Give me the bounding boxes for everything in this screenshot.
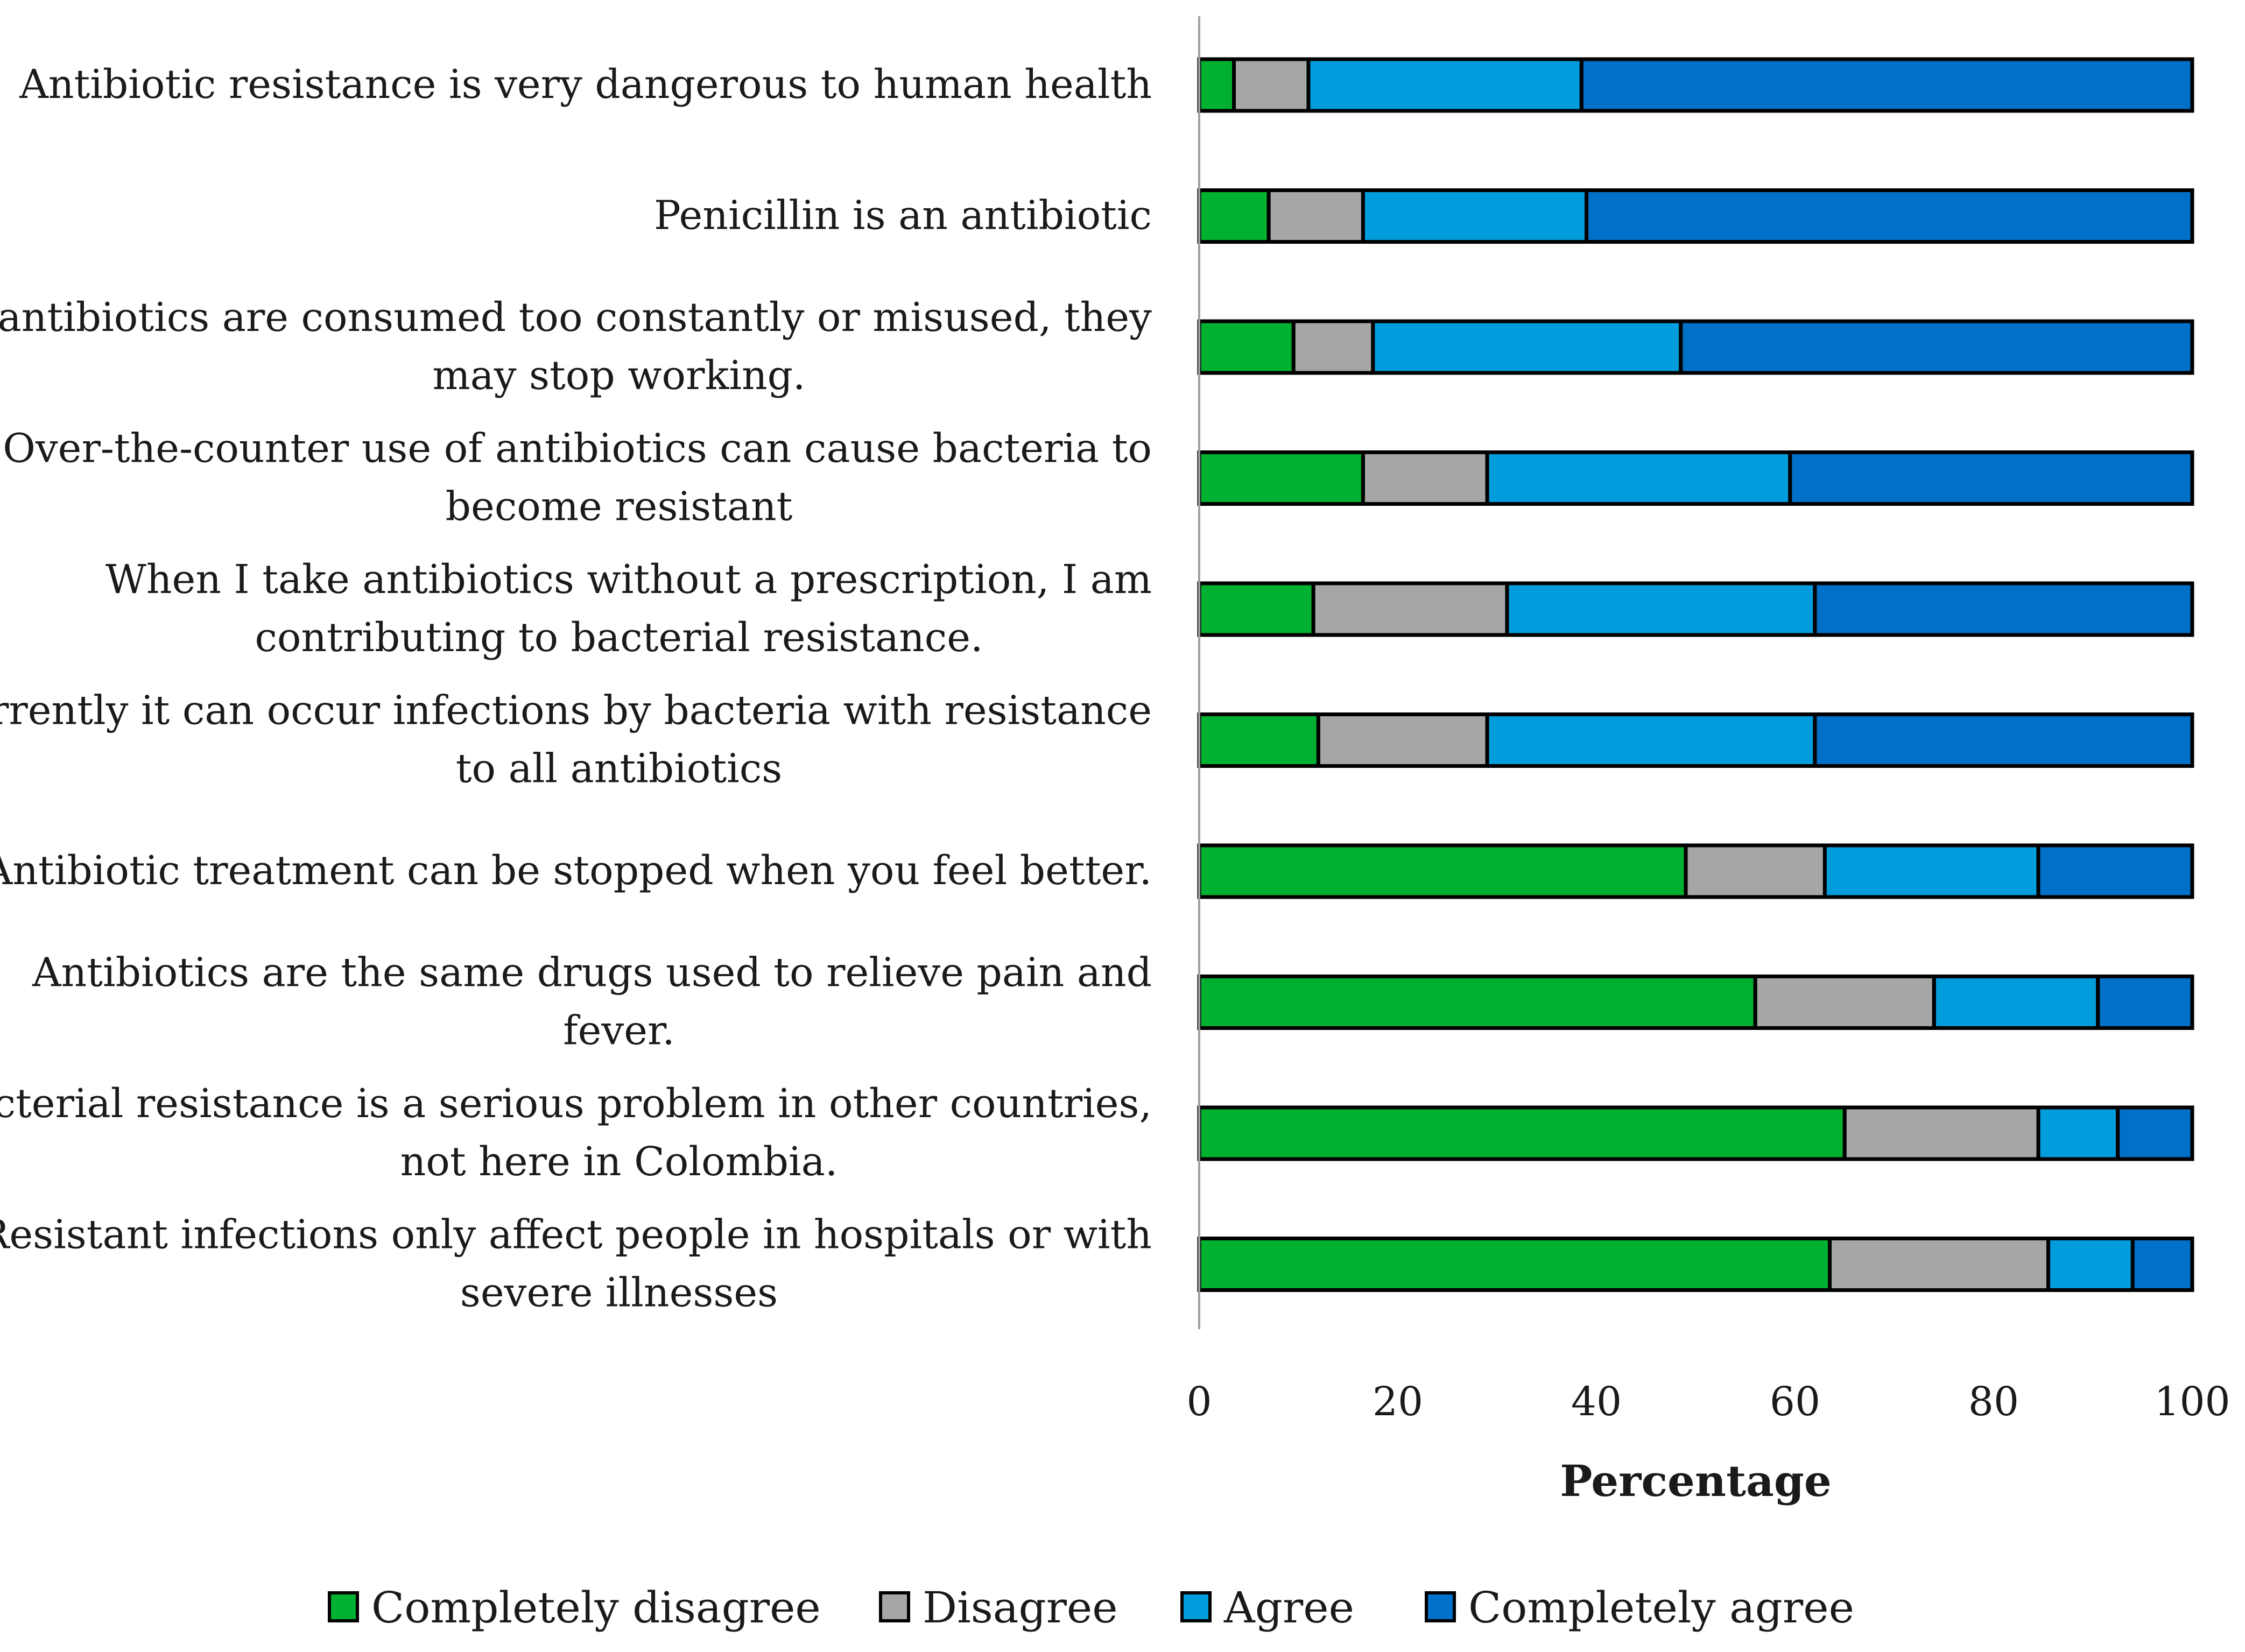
bar-segment-8-0 [1197,1105,1847,1161]
bar-segment-6-1 [1684,843,1827,899]
bar-segment-6-0 [1197,843,1688,899]
bar-segment-3-3 [1788,450,2194,506]
category-label-3-line-0: Over-the-counter use of antibiotics can … [3,426,1152,472]
legend-swatch-2 [1180,1591,1212,1622]
bar-segment-2-0 [1197,319,1296,375]
bar-segment-2-1 [1291,319,1375,375]
bar-segment-4-3 [1813,581,2194,637]
category-label-0-line-0: Antibiotic resistance is very dangerous … [19,61,1152,108]
x-tick-label-5: 100 [2154,1379,2230,1425]
category-labels: Antibiotic resistance is very dangerous … [0,61,1152,1316]
x-tick-label-1: 20 [1373,1379,1423,1425]
bar-segment-4-1 [1311,581,1509,637]
bar-segment-1-2 [1361,188,1589,244]
category-label-4-line-1: contributing to bacterial resistance. [255,615,983,661]
legend-label-0: Completely disagree [371,1583,821,1633]
bar-segment-7-2 [1932,975,2100,1030]
bar-segment-2-3 [1679,319,2194,375]
legend-label-3: Completely agree [1468,1583,1854,1633]
bar-segment-6-3 [2036,843,2194,899]
bar-segment-6-2 [1822,843,2040,899]
category-label-2-line-0: If antibiotics are consumed too constant… [0,294,1152,341]
bar-segment-4-2 [1505,581,1817,637]
bar-segment-5-1 [1316,712,1489,768]
bar-segment-7-0 [1197,975,1757,1030]
x-tick-label-3: 60 [1770,1379,1820,1425]
legend-label-1: Disagree [923,1583,1118,1633]
x-axis-ticks: 0 20 40 60 80 100 [1186,1379,2230,1425]
bar-segment-9-0 [1197,1237,1832,1292]
bar-segment-0-1 [1232,57,1311,113]
bar-segment-9-2 [2046,1237,2135,1292]
category-label-9-line-1: severe illnesses [460,1270,778,1316]
x-tick-label-2: 40 [1571,1379,1622,1425]
bar-segment-0-0 [1197,57,1236,113]
bar-segment-0-2 [1306,57,1584,113]
bar-segment-3-0 [1197,450,1365,506]
bar-segment-1-1 [1266,188,1365,244]
category-label-8-line-0: Bacterial resistance is a serious proble… [0,1081,1152,1127]
legend: Completely disagree Disagree Agree Complete… [328,1583,1854,1633]
x-axis-title: Percentage [1560,1456,1831,1506]
bar-segment-0-3 [1579,57,2194,113]
x-tick-label-0: 0 [1186,1379,1212,1425]
bar-segment-1-3 [1585,188,2194,244]
legend-swatch-3 [1425,1591,1456,1622]
category-label-9-line-0: Resistant infections only affect people … [0,1212,1152,1258]
bar-segment-3-2 [1485,450,1792,506]
bar-segment-8-1 [1842,1105,2040,1161]
x-tick-label-4: 80 [1968,1379,2019,1425]
category-label-1-line-0: Penicillin is an antibiotic [654,193,1152,239]
bar-segment-5-0 [1197,712,1320,768]
category-label-5-line-1: to all antibiotics [456,746,782,792]
legend-label-2: Agree [1223,1583,1354,1633]
bar-segment-7-1 [1753,975,1936,1030]
legend-swatch-1 [879,1591,910,1622]
category-label-7-line-0: Antibiotics are the same drugs used to r… [32,950,1152,996]
category-label-6-line-0: Antibiotic treatment can be stopped when… [0,848,1152,894]
bar-segment-8-3 [2116,1105,2194,1161]
category-label-3-line-1: become resistant [446,484,793,530]
bar-segment-7-3 [2096,975,2194,1030]
bar-segment-9-3 [2130,1237,2194,1292]
category-label-4-line-0: When I take antibiotics without a prescr… [105,556,1152,603]
bar-segment-3-1 [1361,450,1489,506]
bar-segment-1-0 [1197,188,1271,244]
plot-area [1197,57,2194,1292]
bar-segment-8-2 [2036,1105,2120,1161]
category-label-8-line-1: not here in Colombia. [400,1139,838,1185]
category-label-7-line-1: fever. [563,1008,675,1054]
bar-segment-5-2 [1485,712,1817,768]
category-label-2-line-1: may stop working. [432,352,805,399]
bar-segment-9-1 [1828,1237,2050,1292]
bar-segment-4-0 [1197,581,1315,637]
category-label-5-line-0: Currently it can occur infections by bac… [0,688,1152,734]
legend-swatch-0 [328,1591,359,1622]
bar-segment-5-3 [1813,712,2194,768]
bar-segment-2-2 [1371,319,1683,375]
